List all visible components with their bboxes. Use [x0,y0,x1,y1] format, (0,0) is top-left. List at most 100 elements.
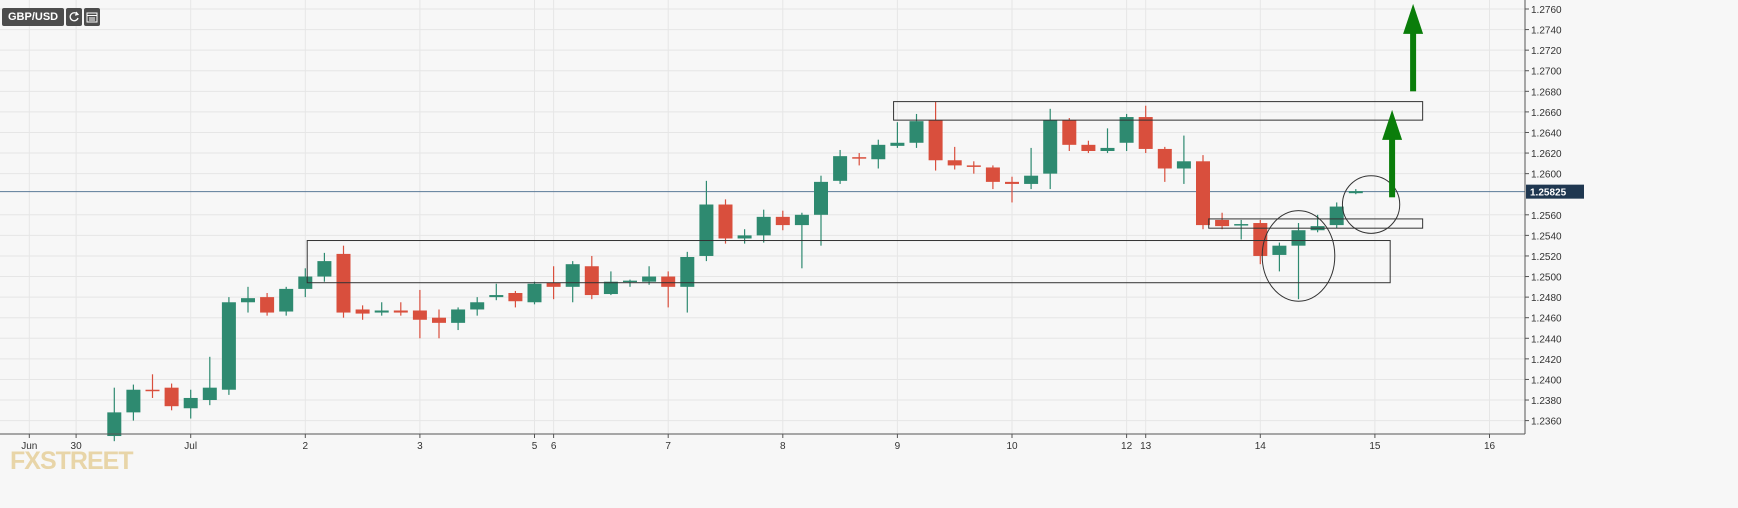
candle-body [202,387,217,401]
x-tick-label: 10 [1006,441,1018,452]
candle-body [1272,245,1287,255]
axes: 1.2760 1.2740 1.2720 1.2700 1.2680 1.2660 1.26… [0,0,1584,452]
candle [489,283,504,301]
candle [1024,147,1039,190]
candle-body [1215,219,1230,227]
y-tick-label: 1.2360 [1531,417,1562,428]
y-tick-label: 1.2600 [1531,170,1562,181]
up-arrow-head [1382,109,1403,140]
candle-body [489,295,504,298]
x-tick-label: 3 [417,441,423,452]
candle [1062,118,1077,152]
candle-body [699,204,714,256]
candle [317,252,332,282]
candle-body [546,282,561,287]
candle-body [107,412,122,437]
candle [737,229,752,244]
y-tick-label: 1.2620 [1531,149,1562,160]
candle-body [1329,206,1344,226]
candle [1081,140,1096,154]
candle-body [260,297,275,313]
candle [642,266,657,285]
support-resistance-box [1208,218,1424,229]
candle-body [603,281,618,295]
candle [603,271,618,296]
x-tick-label: Jun [21,441,37,452]
candle [966,161,981,174]
candle-body [928,120,943,161]
candle [145,374,160,398]
candle-body [241,298,255,303]
candle [985,165,1000,190]
calendar-icon[interactable] [84,8,101,26]
candle-body [527,283,542,303]
candle-body [317,261,332,277]
candle-body [336,253,351,313]
candle-body [298,276,313,289]
candle-body [737,235,752,239]
candle-body [985,167,1000,182]
candles [107,101,1363,442]
candle [718,199,733,244]
candle [527,281,542,305]
candle-body [814,181,828,215]
candle-body [1081,144,1096,152]
candle [164,383,179,411]
candle-body [1062,120,1077,145]
candle-body [470,302,485,310]
up-arrow-head [1403,3,1424,34]
candle-body [355,309,370,314]
candle-body [1100,147,1115,152]
y-tick-label: 1.2700 [1531,67,1562,78]
candle-body [584,266,599,296]
candle-body [1138,117,1153,149]
x-tick-label: Jul [184,441,197,452]
candle-body [183,397,198,409]
refresh-icon[interactable] [66,8,83,26]
candle-body [966,165,981,167]
x-tick-label: 14 [1255,441,1267,452]
grid-lines [0,0,1525,434]
candle [1176,135,1191,184]
x-tick-label: 5 [532,441,538,452]
y-tick-label: 1.2560 [1531,211,1562,222]
candle [775,210,790,231]
candle [183,389,198,419]
annotations [306,3,1424,302]
candle [221,297,236,395]
candle-body [680,256,695,287]
candle-body [833,156,848,181]
candle [1005,176,1019,203]
candle [661,271,676,308]
candle [699,180,714,262]
candle-body [871,144,886,160]
candle-body [661,276,676,287]
candle [947,146,962,170]
x-tick-label: 12 [1121,441,1133,452]
y-tick-label: 1.2440 [1531,334,1562,345]
candle [432,309,446,339]
candle [393,302,408,316]
symbol-label[interactable]: GBP/USD [2,8,65,26]
candle [565,261,580,303]
highlight-ellipse [1261,210,1336,302]
support-resistance-box [306,240,1391,284]
candle [584,255,599,300]
x-tick-label: 16 [1484,441,1496,452]
y-tick-label: 1.2500 [1531,273,1562,284]
candle [355,305,370,320]
candle [508,290,523,308]
y-tick-label: 1.2480 [1531,293,1562,304]
candle-body [508,293,523,302]
candle-body [623,280,637,283]
x-tick-label: 2 [303,441,309,452]
candle-body [794,214,809,226]
candle-body [393,310,408,313]
y-tick-label: 1.2400 [1531,375,1562,386]
candle-body [1291,230,1306,246]
candle-body [1024,175,1039,184]
candle [871,139,886,169]
candle [374,302,389,316]
y-tick-label: 1.2460 [1531,314,1562,325]
